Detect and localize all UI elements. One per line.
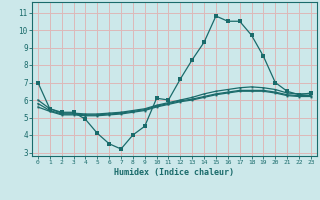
X-axis label: Humidex (Indice chaleur): Humidex (Indice chaleur) — [115, 168, 234, 177]
